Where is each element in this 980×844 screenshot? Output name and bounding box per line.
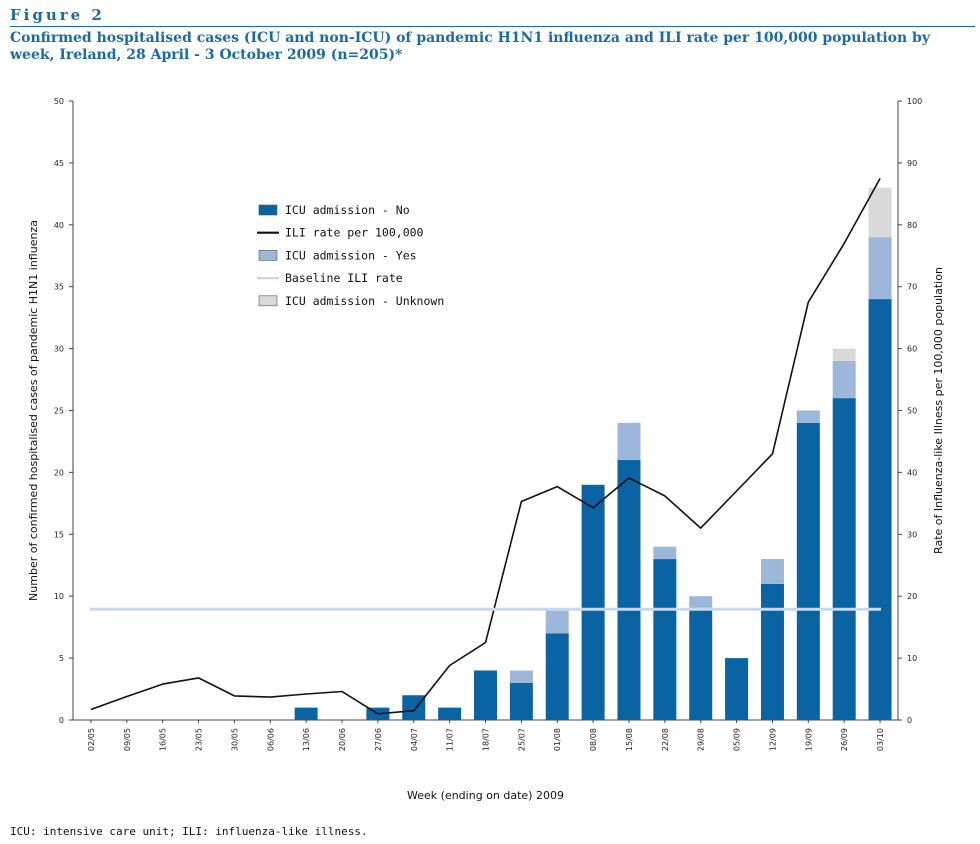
bar-icu-admission-yes: [760, 559, 784, 584]
bar-icu-admission-no: [294, 707, 318, 720]
legend-label: ILI rate per 100,000: [285, 226, 424, 240]
plot-area: 0 5 10 15 20 25 30 35 40 45 50 0 10 20 30 40 50 60 70 80 90 1…: [27, 97, 945, 802]
bar-icu-admission-no: [545, 633, 569, 720]
x-tick-label: 18/07: [482, 728, 491, 751]
bar-icu-admission-yes: [509, 670, 533, 683]
legend-swatch: [258, 250, 278, 261]
x-tick-label: 20/06: [338, 728, 347, 751]
legend-swatch: [258, 204, 278, 216]
y-tick-label: 35: [54, 283, 64, 292]
bar-icu-admission-no: [617, 460, 641, 720]
bar-icu-admission-yes: [545, 608, 569, 634]
x-tick-label: 15/08: [625, 728, 634, 751]
bar-icu-admission-no: [581, 484, 605, 720]
figure-label: Figure 2: [10, 6, 105, 24]
bar-icu-admission-yes: [653, 546, 677, 560]
x-tick-label: 08/08: [589, 728, 598, 751]
legend-swatch: [258, 295, 278, 307]
legend-label: ICU admission - Yes: [285, 248, 417, 262]
x-tick-label: 13/06: [302, 728, 311, 751]
bar-icu-admission-no: [796, 422, 820, 720]
title-divider: [10, 26, 975, 27]
bar-icu-admission-no: [868, 299, 892, 720]
x-tick-label: 26/09: [840, 728, 849, 751]
y2-axis-title: Rate of Influenza-like Illness per 100,0…: [932, 267, 945, 554]
y-tick-label: 25: [54, 407, 64, 416]
x-tick-label: 29/08: [697, 728, 706, 751]
y-tick-label: 10: [54, 592, 64, 601]
x-tick-label: 12/09: [768, 728, 777, 751]
y-tick-label: 30: [54, 345, 64, 354]
y-axis-title: Number of confirmed hospitalised cases o…: [27, 220, 40, 601]
bar-icu-admission-unknown: [832, 348, 856, 361]
y-tick-label: 20: [54, 468, 64, 477]
legend-label: ICU admission - Unknown: [285, 294, 444, 308]
y2-tick-label: 80: [907, 221, 917, 230]
x-tick-label: 02/05: [87, 728, 96, 751]
y-tick-label: 5: [59, 654, 64, 663]
bar-icu-admission-yes: [868, 237, 892, 300]
x-tick-label: 27/06: [374, 728, 383, 751]
y2-tick-label: 0: [907, 716, 912, 725]
y2-tick-label: 20: [907, 592, 917, 601]
x-axis-title: Week (ending on date) 2009: [407, 789, 564, 802]
y-tick-label: 0: [59, 716, 64, 725]
bar-icu-admission-yes: [832, 360, 856, 399]
bar-icu-admission-no: [689, 608, 713, 720]
bar-icu-admission-no: [474, 670, 497, 720]
x-tick-label: 22/08: [661, 728, 670, 751]
x-tick-label: 05/09: [733, 728, 742, 751]
y2-tick-label: 50: [907, 407, 917, 416]
y2-tick-label: 90: [907, 159, 917, 168]
bar-icu-admission-no: [402, 695, 426, 720]
y-tick-label: 15: [54, 530, 64, 539]
line-ili-rate-per-100-000: [90, 178, 881, 715]
x-tick-label: 01/08: [553, 728, 562, 751]
bar-icu-admission-yes: [617, 422, 641, 461]
x-tick-label: 03/10: [876, 728, 885, 751]
bar-icu-admission-no: [653, 559, 677, 720]
x-tick-label: 30/05: [230, 728, 239, 751]
x-tick-label: 06/06: [266, 728, 275, 751]
x-tick-label: 19/09: [804, 728, 813, 751]
bar-icu-admission-yes: [796, 410, 820, 423]
y2-tick-label: 70: [907, 283, 917, 292]
y2-tick-label: 100: [907, 97, 922, 106]
legend-label: Baseline ILI rate: [285, 271, 403, 285]
x-tick-label: 23/05: [195, 728, 204, 751]
y-tick-label: 40: [54, 221, 64, 230]
x-tick-label: 11/07: [446, 728, 455, 751]
y-tick-label: 50: [54, 97, 64, 106]
bar-icu-admission-no: [832, 398, 856, 720]
legend-label: ICU admission - No: [285, 203, 410, 217]
bar-icu-admission-yes: [689, 596, 713, 609]
footnote: ICU: intensive care unit; ILI: influenza…: [10, 825, 368, 838]
figure-title: Confirmed hospitalised cases (ICU and no…: [10, 30, 930, 63]
y2-tick-label: 40: [907, 468, 917, 477]
x-tick-label: 25/07: [517, 728, 526, 751]
bar-icu-admission-no: [509, 682, 533, 720]
bar-icu-admission-no: [760, 583, 784, 720]
y2-tick-label: 60: [907, 345, 917, 354]
bar-icu-admission-no: [725, 658, 749, 720]
bar-icu-admission-unknown: [868, 187, 892, 238]
y-tick-label: 45: [54, 159, 64, 168]
bar-icu-admission-no: [438, 707, 462, 720]
x-tick-label: 04/07: [410, 728, 419, 751]
x-tick-label: 09/05: [123, 728, 132, 751]
y2-tick-label: 10: [907, 654, 917, 663]
x-tick-label: 16/05: [159, 728, 168, 751]
y2-tick-label: 30: [907, 530, 917, 539]
